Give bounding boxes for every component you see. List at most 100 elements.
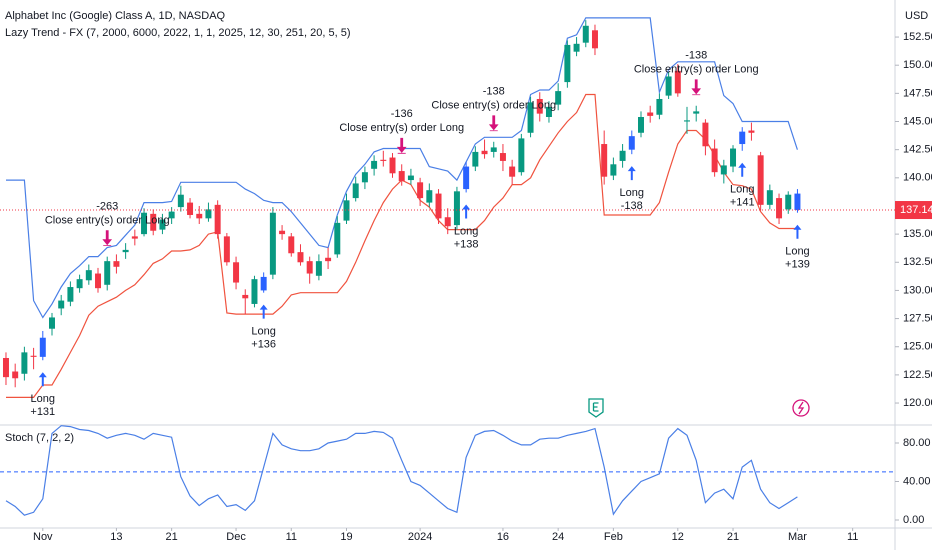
x-tick-label: 24: [552, 531, 564, 543]
candle-body: [545, 106, 552, 118]
candle-body: [343, 200, 350, 221]
candle-body: [12, 371, 19, 379]
candle-body: [196, 213, 203, 219]
entry-arrow: [738, 162, 747, 177]
candle-body: [407, 175, 414, 181]
x-tick-label: 13: [110, 531, 122, 543]
candle-body: [766, 190, 773, 205]
candle-body: [122, 249, 129, 253]
candle-body: [325, 257, 332, 262]
x-tick-label: Dec: [226, 531, 246, 543]
y-tick-label: 147.50: [903, 87, 932, 99]
y-tick-label: 120.00: [903, 397, 932, 409]
y-tick-label: 132.50: [903, 256, 932, 268]
candle-body: [150, 213, 157, 231]
candle-body: [306, 261, 313, 274]
signal-text: Long: [251, 326, 275, 338]
y-tick-label: 0.00: [903, 514, 924, 526]
signal-pnl: +141: [730, 197, 755, 209]
x-tick-label: Mar: [788, 531, 807, 543]
exit-arrow: [102, 230, 113, 247]
x-tick-label: 11: [286, 531, 297, 543]
candle-body: [352, 183, 359, 199]
candle-body: [67, 287, 74, 302]
chart-subtitle: Lazy Trend - FX (7, 2000, 6000, 2022, 1,…: [5, 27, 351, 39]
signal-text: Long: [454, 225, 478, 237]
x-tick-label: 11: [847, 531, 858, 543]
signal-pnl: -138: [483, 86, 505, 98]
signal-pnl: +138: [454, 238, 479, 250]
candle-body: [536, 98, 543, 114]
signal-text: Long: [785, 246, 809, 258]
candle-body: [794, 193, 801, 211]
candle-body: [435, 193, 442, 219]
candle-body: [748, 130, 755, 133]
candle-body: [269, 212, 276, 275]
x-tick-label: 21: [166, 531, 178, 543]
candle-body: [21, 352, 28, 374]
candle-body: [730, 148, 737, 167]
candle-body: [684, 120, 691, 122]
stoch-line: [5, 425, 798, 516]
candle-body: [242, 294, 249, 299]
last-price-box: [895, 201, 932, 220]
candle-body: [638, 117, 644, 133]
candle-body: [711, 148, 718, 173]
candle-body: [720, 165, 727, 175]
candle-body: [601, 144, 608, 177]
candle-body: [656, 98, 663, 115]
candle-body: [499, 153, 506, 161]
candle-body: [177, 194, 184, 208]
signal-text: Close entry(s) order Long: [45, 215, 170, 227]
y-tick-label: 152.50: [903, 31, 932, 43]
candle-body: [647, 112, 654, 116]
signal-pnl: +139: [785, 259, 810, 271]
entry-arrow: [259, 304, 268, 319]
x-tick-label: 12: [672, 531, 684, 543]
candle-body: [564, 44, 571, 83]
signal-text: Long: [730, 184, 754, 196]
signal-text: Long: [620, 187, 644, 199]
last-price-label: 137.14: [900, 204, 932, 216]
y-tick-label: 40.00: [903, 475, 931, 487]
x-tick-label: 21: [727, 531, 739, 543]
candle-body: [674, 70, 681, 94]
candle-body: [104, 261, 111, 285]
signal-text: Close entry(s) order Long: [634, 64, 759, 76]
entry-arrow: [462, 204, 471, 219]
currency: USD: [905, 10, 928, 22]
signal-pnl: +131: [30, 406, 55, 418]
candle-body: [481, 150, 488, 155]
candle-body: [30, 355, 37, 357]
candle-body: [757, 155, 764, 205]
candle-body: [582, 25, 589, 43]
candle-body: [702, 122, 709, 147]
exit-arrow: [691, 79, 702, 96]
candle-body: [628, 136, 635, 150]
candle-body: [187, 202, 194, 215]
y-tick-label: 127.50: [903, 312, 932, 324]
x-tick-label: 19: [340, 531, 352, 543]
candle-body: [472, 151, 479, 167]
candle-body: [49, 317, 55, 329]
candle-body: [739, 131, 746, 145]
candle-body: [288, 236, 295, 254]
candle-body: [76, 279, 83, 289]
candle-body: [693, 111, 700, 114]
signal-text: Close entry(s) order Long: [339, 122, 464, 134]
candle-body: [315, 261, 322, 276]
earnings-icon: [588, 398, 604, 418]
chart-title: Alphabet Inc (Google) Class A, 1D, NASDA…: [5, 10, 226, 22]
dividend-icon: [792, 399, 810, 417]
entry-arrow: [627, 166, 636, 181]
candle-body: [398, 171, 405, 182]
plot: 120.00122.50125.00127.50130.00132.50135.…: [0, 17, 932, 543]
candle-body: [619, 150, 626, 161]
candle-body: [591, 30, 598, 49]
candle-body: [361, 172, 368, 183]
signal-pnl: -263: [96, 201, 118, 213]
candle-body: [233, 262, 240, 283]
candle-body: [380, 159, 387, 161]
